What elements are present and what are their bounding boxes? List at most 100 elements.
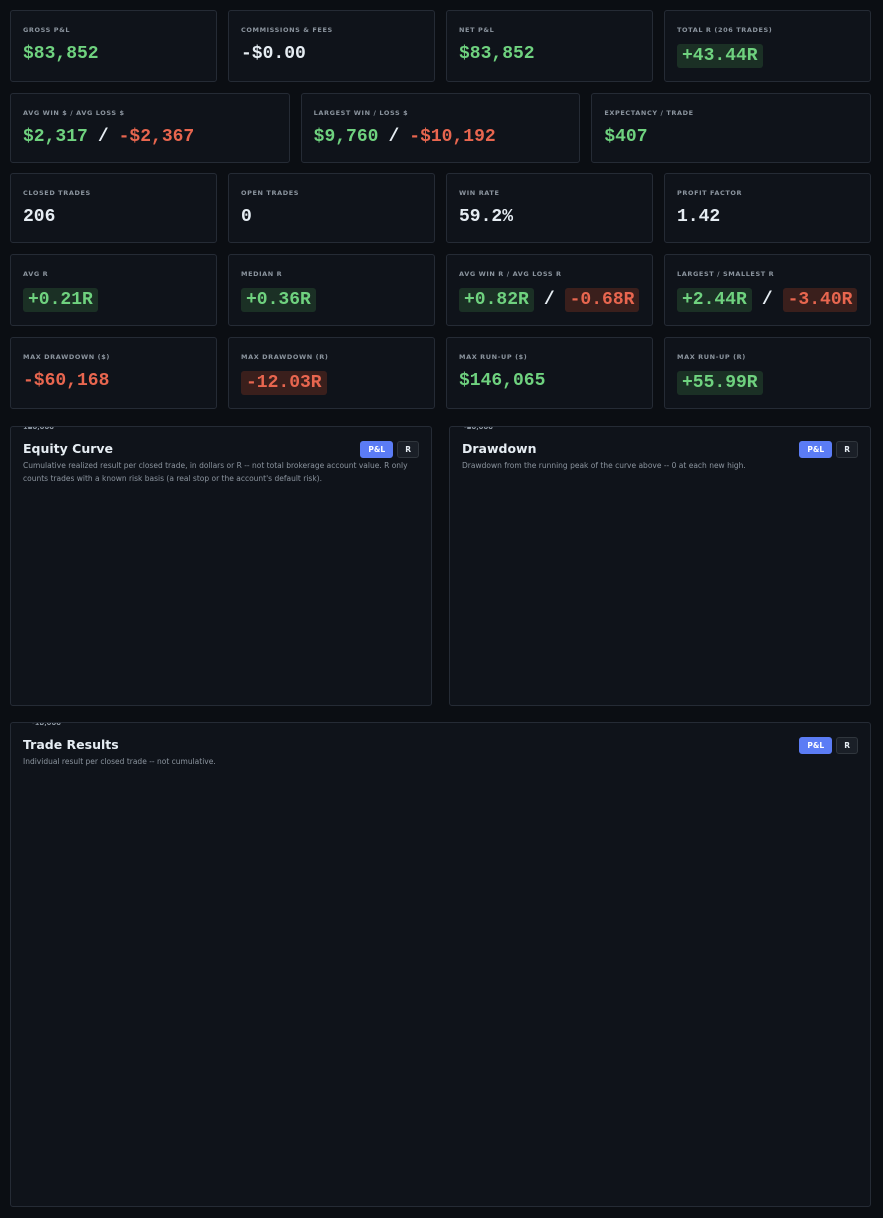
- y-tick-label: -10,000: [32, 723, 61, 727]
- trade-results-panel: Trade Results Individual result per clos…: [10, 722, 871, 1207]
- stat-value: $407: [604, 127, 858, 147]
- value-part: $407: [604, 127, 648, 147]
- y-tick-label: 0: [56, 723, 61, 727]
- toggle-button[interactable]: R: [836, 737, 858, 754]
- y-tick-label: -50,000: [464, 427, 493, 431]
- stat-label: TOTAL R (206 TRADES): [677, 26, 773, 34]
- stat-card: LARGEST WIN / LOSS $ $9,760 / -$10,192: [300, 93, 581, 163]
- y-tick-label: -10,000: [464, 427, 493, 431]
- y-tick-label: -30,000: [464, 427, 493, 431]
- separator: /: [97, 127, 109, 147]
- stat-label: PROFIT FACTOR: [677, 189, 743, 197]
- value-part: +2.44R: [677, 288, 752, 312]
- stat-label: MAX RUN-UP (R): [677, 353, 746, 361]
- y-tick-label: 0: [488, 427, 493, 431]
- y-tick-label: 60,000: [28, 427, 54, 431]
- stat-value: +0.36R: [241, 288, 422, 312]
- toggle-button[interactable]: P&L: [799, 737, 833, 754]
- toggle-group: P&L R: [799, 441, 858, 458]
- stat-card: MAX RUN-UP (R) +55.99R: [664, 337, 871, 409]
- stat-value: 1.42: [677, 207, 858, 227]
- value-part: 59.2%: [459, 207, 514, 227]
- toggle-button[interactable]: R: [397, 441, 419, 458]
- stat-card: NET P&L $83,852: [446, 10, 653, 82]
- stat-value: 59.2%: [459, 207, 640, 227]
- value-part: +43.44R: [677, 44, 763, 68]
- stat-card: MEDIAN R +0.36R: [228, 254, 435, 326]
- value-part: 0: [241, 207, 252, 227]
- y-tick-label: -20,000: [25, 427, 54, 431]
- stat-value: $9,760 / -$10,192: [314, 127, 568, 147]
- value-part: $83,852: [459, 44, 535, 64]
- stat-card: AVG WIN $ / AVG LOSS $ $2,317 / -$2,367: [10, 93, 290, 163]
- stat-value: -$60,168: [23, 371, 204, 391]
- stat-label: MAX DRAWDOWN ($): [23, 353, 110, 361]
- toggle-button[interactable]: R: [836, 441, 858, 458]
- stat-label: AVG WIN R / AVG LOSS R: [459, 270, 562, 278]
- stat-label: MEDIAN R: [241, 270, 283, 278]
- separator: /: [761, 290, 773, 310]
- y-tick-label: -40,000: [464, 427, 493, 431]
- stat-value: +43.44R: [677, 44, 858, 68]
- stat-value: +55.99R: [677, 371, 858, 395]
- stat-card: AVG R +0.21R: [10, 254, 217, 326]
- value-part: $2,317: [23, 127, 88, 147]
- value-part: +55.99R: [677, 371, 763, 395]
- y-tick-label: 120,000: [23, 427, 54, 431]
- toggle-group: P&L R: [360, 441, 419, 458]
- y-tick-label: 5,000: [40, 723, 62, 727]
- value-part: -12.03R: [241, 371, 327, 395]
- stat-card: OPEN TRADES 0: [228, 173, 435, 243]
- stat-label: MAX DRAWDOWN (R): [241, 353, 329, 361]
- stat-card: MAX DRAWDOWN (R) -12.03R: [228, 337, 435, 409]
- stat-value: +0.21R: [23, 288, 204, 312]
- stat-label: WIN RATE: [459, 189, 500, 197]
- chart: -70,000-60,000-50,000-40,000-30,000-20,0…: [450, 427, 493, 431]
- stat-value: $146,065: [459, 371, 640, 391]
- stat-label: LARGEST WIN / LOSS $: [313, 109, 409, 117]
- stat-card: CLOSED TRADES 206: [10, 173, 217, 243]
- stat-value: $83,852: [23, 44, 204, 64]
- value-part: -3.40R: [782, 288, 858, 312]
- stat-card: AVG WIN R / AVG LOSS R +0.82R / -0.68R: [446, 254, 653, 326]
- stat-card: MAX DRAWDOWN ($) -$60,168: [10, 337, 217, 409]
- stat-label: NET P&L: [459, 26, 495, 34]
- y-tick-label: 20,000: [28, 427, 54, 431]
- drawdown-panel: Drawdown Drawdown from the running peak …: [449, 426, 871, 706]
- stat-value: 0: [241, 207, 422, 227]
- panel-title: Trade Results: [23, 737, 119, 752]
- separator: /: [543, 290, 555, 310]
- stat-card: TOTAL R (206 TRADES) +43.44R: [664, 10, 871, 82]
- stat-row: MAX DRAWDOWN ($) -$60,168 MAX DRAWDOWN (R)…: [10, 337, 871, 409]
- stat-value: $83,852: [459, 44, 640, 64]
- stat-card: WIN RATE 59.2%: [446, 173, 653, 243]
- panel-title: Equity Curve: [23, 441, 114, 456]
- panel-subtitle: Drawdown from the running peak of the cu…: [462, 461, 746, 470]
- panel-subtitle: Individual result per closed trade -- no…: [23, 757, 216, 766]
- stat-label: GROSS P&L: [23, 26, 71, 34]
- stat-label: AVG R: [23, 270, 49, 278]
- y-tick-label: -70,000: [464, 427, 493, 431]
- stat-value: 206: [23, 207, 204, 227]
- stat-card: GROSS P&L $83,852: [10, 10, 217, 82]
- panel-subtitle: Cumulative realized result per closed tr…: [23, 461, 408, 483]
- stat-row: AVG R +0.21R MEDIAN R +0.36R AVG WIN R / AVG…: [10, 254, 871, 326]
- toggle-button[interactable]: P&L: [360, 441, 394, 458]
- value-part: -$60,168: [23, 371, 110, 391]
- stat-card: COMMISSIONS & FEES -$0.00: [228, 10, 435, 82]
- value-part: +0.82R: [459, 288, 534, 312]
- y-tick-label: -5,000: [37, 723, 61, 727]
- value-part: -$2,367: [118, 127, 195, 147]
- stat-label: EXPECTANCY / TRADE: [604, 109, 694, 117]
- stat-card: LARGEST / SMALLEST R +2.44R / -3.40R: [664, 254, 871, 326]
- y-tick-label: 0: [49, 427, 54, 431]
- stat-value: $2,317 / -$2,367: [23, 127, 277, 147]
- value-part: $83,852: [23, 44, 99, 64]
- stat-row: AVG WIN $ / AVG LOSS $ $2,317 / -$2,367 LARG…: [10, 93, 871, 163]
- separator: /: [388, 127, 400, 147]
- toggle-button[interactable]: P&L: [799, 441, 833, 458]
- y-tick-label: 160,000: [23, 427, 54, 431]
- y-tick-label: 80,000: [28, 427, 54, 431]
- value-part: $146,065: [459, 371, 546, 391]
